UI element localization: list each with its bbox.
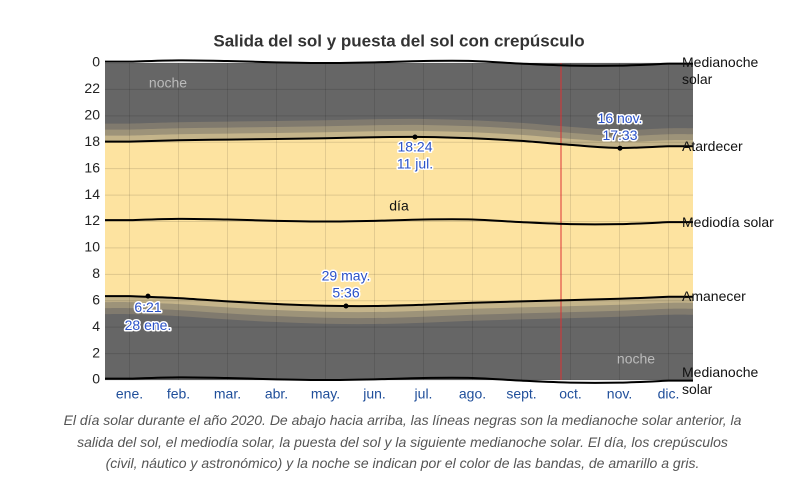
y-tick-label: 4 (92, 318, 100, 334)
x-tick-label: dic. (658, 386, 680, 402)
series-line (129, 295, 669, 308)
annotation-label: 17:33 (602, 127, 637, 143)
series-label: Mediodía solar (682, 213, 774, 230)
series-label: Medianoche solar (682, 54, 759, 87)
x-tick-label: oct. (559, 386, 582, 402)
y-tick-label: 18 (84, 133, 100, 149)
x-tick-label: mar. (214, 386, 241, 402)
caption: El día solar durante el año 2020. De aba… (63, 412, 742, 471)
y-tick-label: 2 (92, 344, 100, 360)
x-tick-label: sept. (506, 386, 536, 402)
series-line (129, 59, 669, 67)
y-tick-label: 10 (84, 239, 100, 255)
annotation-label: 11 jul. (397, 156, 433, 172)
x-tick-label: abr. (265, 386, 288, 402)
y-tick-label: 6 (92, 291, 100, 307)
annotation-label: 18:24 (397, 139, 432, 155)
annotation-label: 5:36 (332, 285, 359, 301)
annotation-point (145, 293, 151, 299)
series-line (129, 217, 669, 226)
chart-title: Salida del sol y puesta del sol con crep… (213, 31, 584, 50)
series-line (129, 376, 669, 384)
y-tick-label: 20 (84, 107, 100, 123)
series-label: Medianoche solar (682, 363, 759, 397)
chart: Salida del sol y puesta del sol con crep… (84, 31, 693, 402)
day-label: día (389, 198, 409, 214)
annotation-point (343, 303, 349, 309)
y-tick-label: 0 (92, 54, 100, 70)
annotation-label: 29 may. (322, 268, 371, 284)
annotation-label: 16 nov. (598, 110, 643, 126)
x-tick-label: nov. (607, 386, 632, 402)
annotation-point (617, 145, 623, 151)
y-tick-label: 0 (92, 371, 100, 387)
series-line (129, 135, 669, 149)
night-label: noche (149, 75, 187, 91)
night-label: noche (617, 351, 655, 367)
x-tick-label: may. (311, 386, 340, 402)
annotation-point (412, 134, 418, 140)
y-tick-label: 8 (92, 265, 100, 281)
x-tick-label: ago. (459, 386, 486, 402)
x-tick-label: jul. (414, 386, 433, 402)
y-tick-label: 16 (84, 159, 100, 175)
x-tick-label: ene. (116, 386, 143, 402)
y-tick-label: 14 (84, 186, 100, 202)
x-tick-label: jun. (362, 386, 386, 402)
y-tick-label: 12 (84, 212, 100, 228)
twilight-band (105, 136, 693, 307)
annotation-label: 28 ene. (125, 317, 172, 333)
x-tick-label: feb. (167, 386, 190, 402)
annotation-label: 6:21 (134, 299, 161, 315)
y-tick-label: 22 (84, 80, 100, 96)
series-label: Atardecer (682, 137, 743, 154)
series-label: Amanecer (682, 288, 746, 305)
